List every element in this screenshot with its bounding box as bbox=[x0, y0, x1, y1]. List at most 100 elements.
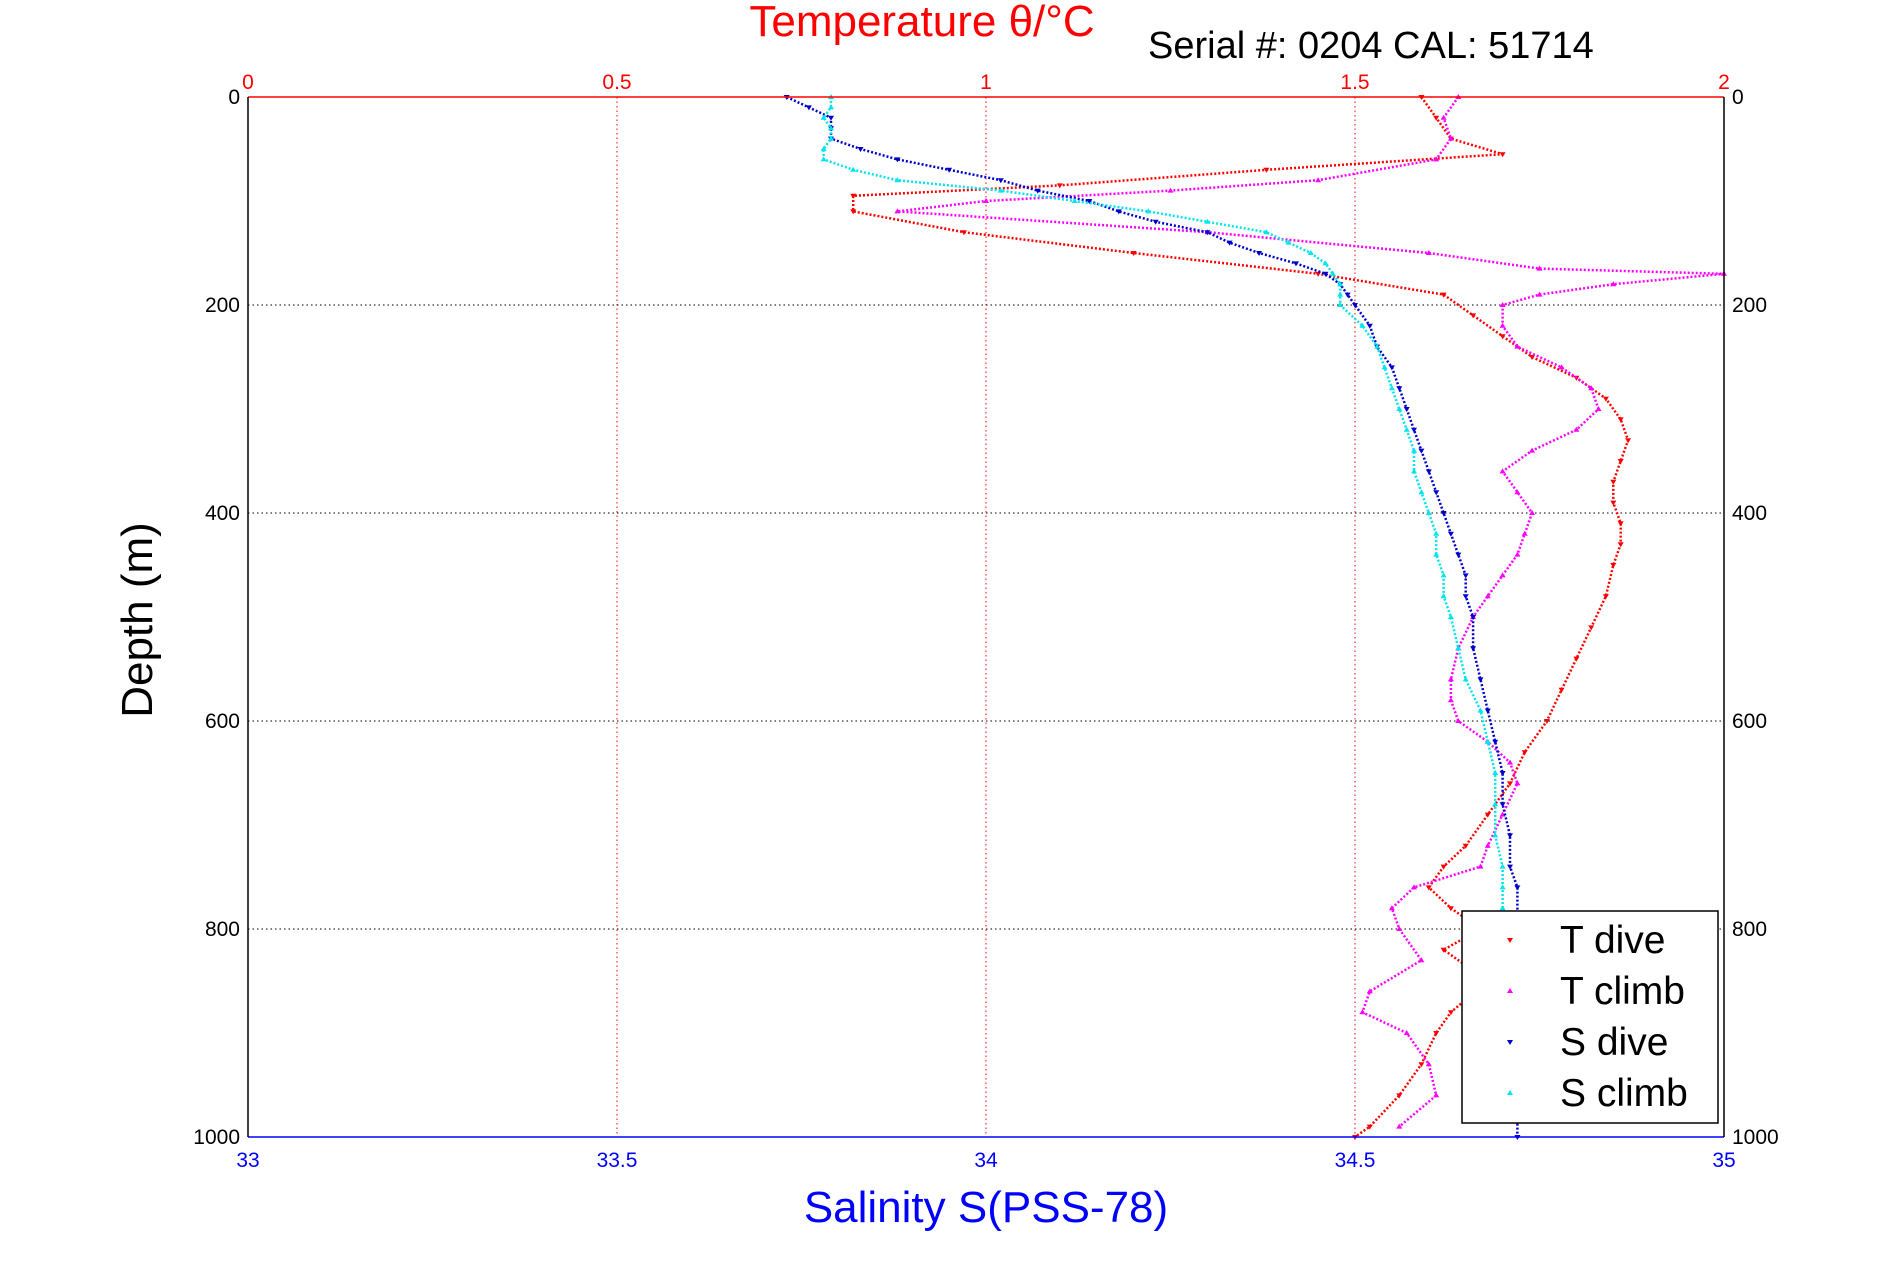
data-point-t-climb bbox=[1447, 135, 1454, 141]
salinity-tick-label: 34.5 bbox=[1335, 1149, 1376, 1172]
series-s-climb bbox=[820, 94, 1506, 911]
data-point-t-climb bbox=[894, 208, 901, 214]
data-point-s-climb bbox=[828, 104, 834, 110]
data-point-t-dive bbox=[1588, 625, 1595, 631]
data-point-t-dive bbox=[1602, 396, 1609, 402]
data-point-t-climb bbox=[1514, 780, 1521, 786]
data-point-s-climb bbox=[1492, 832, 1499, 838]
data-point-s-dive bbox=[1470, 615, 1477, 620]
legend-box bbox=[1461, 910, 1719, 1124]
data-point-s-dive bbox=[1034, 188, 1041, 194]
data-point-s-dive bbox=[857, 147, 864, 152]
depth-tick-label-right: 1000 bbox=[1732, 1126, 1779, 1149]
data-point-t-climb bbox=[1514, 489, 1521, 495]
data-point-s-dive bbox=[1388, 365, 1395, 371]
data-point-t-dive bbox=[1433, 115, 1440, 121]
data-point-s-climb bbox=[828, 125, 834, 131]
data-point-s-dive bbox=[1507, 833, 1513, 839]
data-point-t-climb bbox=[1499, 302, 1506, 307]
data-point-s-dive bbox=[1514, 885, 1521, 891]
data-point-s-climb bbox=[1388, 385, 1395, 391]
data-point-t-dive bbox=[1440, 864, 1447, 870]
data-point-s-dive bbox=[1352, 303, 1358, 308]
data-point-s-dive bbox=[1418, 448, 1425, 454]
data-point-t-climb bbox=[1315, 177, 1322, 183]
salinity-tick-label: 34 bbox=[974, 1149, 998, 1172]
data-point-s-dive bbox=[1492, 739, 1499, 745]
data-point-t-climb bbox=[1396, 926, 1403, 931]
data-point-s-climb bbox=[1337, 302, 1344, 307]
data-point-s-dive bbox=[1470, 646, 1477, 652]
depth-tick-label-left: 400 bbox=[205, 502, 240, 525]
data-point-t-climb bbox=[1433, 1092, 1440, 1098]
data-point-t-dive bbox=[1425, 885, 1432, 891]
depth-tick-label-right: 600 bbox=[1732, 710, 1767, 733]
data-point-s-climb bbox=[1285, 239, 1292, 245]
data-point-s-dive bbox=[1462, 594, 1469, 600]
data-point-t-dive bbox=[1433, 1031, 1440, 1036]
depth-tick-label-right: 400 bbox=[1732, 502, 1767, 525]
data-point-s-climb bbox=[1499, 863, 1506, 869]
y-axis-label: Depth (m) bbox=[113, 522, 162, 718]
data-point-t-dive bbox=[1499, 334, 1506, 340]
data-point-s-dive bbox=[1477, 677, 1484, 683]
data-point-s-dive bbox=[1152, 219, 1159, 225]
serial-annotation: Serial #: 0204 CAL: 51714 bbox=[1148, 25, 1594, 67]
data-point-t-dive bbox=[850, 209, 857, 215]
data-point-t-climb bbox=[1418, 957, 1425, 963]
depth-tick-label-left: 600 bbox=[205, 710, 240, 733]
data-point-t-dive bbox=[1521, 750, 1528, 756]
salinity-tick-label: 33 bbox=[236, 1149, 259, 1172]
data-point-s-dive bbox=[1499, 771, 1506, 776]
data-point-t-climb bbox=[1425, 250, 1432, 255]
data-point-t-climb bbox=[1440, 114, 1447, 120]
data-point-t-climb bbox=[1558, 364, 1565, 370]
data-point-t-dive bbox=[1396, 1093, 1403, 1099]
data-point-s-dive bbox=[1256, 251, 1263, 256]
temperature-tick-label: 0 bbox=[242, 71, 254, 94]
data-point-t-dive bbox=[1499, 152, 1506, 158]
data-point-t-climb bbox=[1499, 468, 1506, 474]
legend-label: S climb bbox=[1560, 1072, 1688, 1115]
data-point-t-dive bbox=[1507, 781, 1513, 787]
chart-title: Temperature θ/°C bbox=[749, 0, 1094, 46]
data-point-t-dive bbox=[1484, 812, 1491, 818]
data-point-s-climb bbox=[1411, 447, 1417, 453]
data-point-s-dive bbox=[1447, 531, 1454, 537]
data-point-s-dive bbox=[1086, 199, 1093, 204]
data-point-s-dive bbox=[1293, 261, 1299, 267]
data-point-t-climb bbox=[1403, 1030, 1410, 1035]
data-point-s-dive bbox=[1396, 386, 1403, 392]
data-point-s-climb bbox=[1425, 510, 1432, 515]
salinity-tick-label: 33.5 bbox=[597, 1149, 638, 1172]
data-point-t-dive bbox=[1558, 687, 1565, 693]
data-point-t-climb bbox=[1499, 322, 1506, 328]
data-point-s-climb bbox=[1322, 260, 1329, 266]
data-point-t-climb bbox=[1447, 676, 1454, 682]
legend-items: T dive T climb S dive S climb bbox=[1507, 919, 1688, 1115]
data-point-t-dive bbox=[1440, 947, 1447, 953]
data-point-s-climb bbox=[1263, 229, 1270, 235]
series-line-s-climb bbox=[822, 97, 1504, 909]
data-point-t-climb bbox=[1411, 884, 1417, 890]
depth-tick-label-right: 800 bbox=[1732, 918, 1767, 941]
legend-label: T dive bbox=[1560, 919, 1666, 962]
data-point-s-climb bbox=[1440, 593, 1447, 599]
data-point-s-climb bbox=[1337, 291, 1344, 297]
data-point-s-dive bbox=[1366, 323, 1373, 329]
depth-tick-label-left: 1000 bbox=[193, 1126, 240, 1149]
data-point-s-climb bbox=[1204, 218, 1211, 224]
data-point-s-dive bbox=[1499, 802, 1506, 808]
data-point-s-climb bbox=[1411, 468, 1417, 474]
data-point-t-dive bbox=[1602, 594, 1609, 600]
legend-marker bbox=[1507, 1040, 1513, 1045]
data-point-s-dive bbox=[1484, 708, 1491, 714]
data-point-s-climb bbox=[1381, 364, 1388, 370]
legend: T dive T climb S dive S climb bbox=[1461, 910, 1719, 1124]
data-point-s-dive bbox=[894, 157, 901, 163]
data-point-t-dive bbox=[1447, 1010, 1454, 1016]
data-point-s-climb bbox=[997, 187, 1004, 193]
data-point-s-climb bbox=[828, 135, 834, 141]
